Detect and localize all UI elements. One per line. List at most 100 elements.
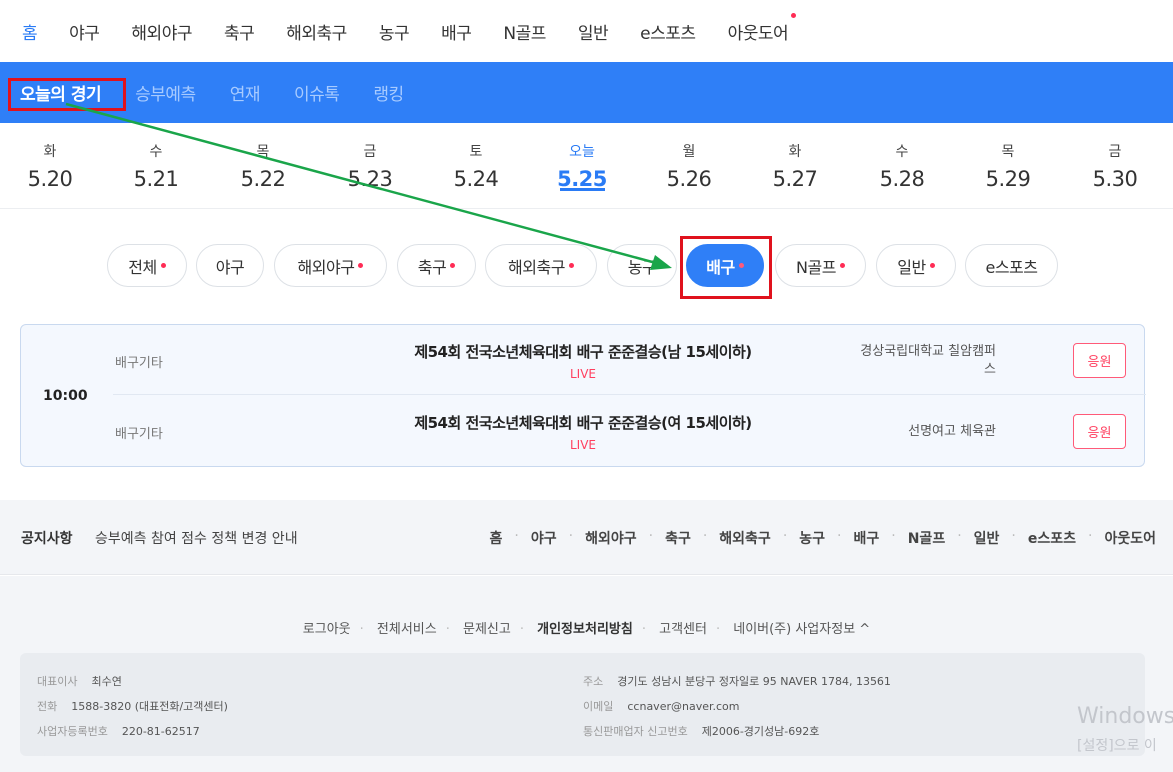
date-item[interactable]: 수 5.28 — [857, 123, 947, 191]
info-value: 220-81-62517 — [121, 725, 200, 738]
info-key: 통신판매업자 신고번호 — [583, 725, 688, 738]
topnav-esports[interactable]: e스포츠 — [640, 23, 696, 44]
footer-nav-link[interactable]: 배구 — [853, 531, 880, 547]
topnav-volleyball[interactable]: 배구 — [441, 23, 472, 44]
date-dow: 월 — [682, 144, 696, 160]
date-item[interactable]: 월 5.26 — [644, 123, 734, 191]
date-num: 5.30 — [1092, 167, 1138, 191]
chip-label: N골프 — [796, 257, 836, 277]
notice-text[interactable]: 승부예측 참여 점수 정책 변경 안내 — [95, 531, 298, 547]
chip-baseball[interactable]: 야구 — [196, 244, 264, 287]
annotation-box-today — [8, 78, 126, 111]
game-time: 10:00 — [43, 388, 88, 404]
topnav-outdoor[interactable]: 아웃도어 — [728, 12, 797, 44]
chip-soccer[interactable]: 축구 — [397, 244, 476, 287]
info-value: 최수연 — [91, 675, 122, 688]
topnav-world-baseball[interactable]: 해외야구 — [131, 23, 192, 44]
topnav-soccer[interactable]: 축구 — [223, 23, 255, 44]
game-category: 배구기타 — [115, 427, 163, 442]
separator-dot: · — [641, 622, 646, 637]
date-dow: 토 — [469, 144, 483, 160]
date-item-today[interactable]: 오늘 5.25 — [537, 123, 627, 191]
new-dot-icon — [358, 263, 364, 268]
chip-world-soccer[interactable]: 해외축구 — [485, 244, 597, 287]
chip-esports[interactable]: e스포츠 — [965, 244, 1058, 287]
chip-volleyball[interactable]: 배구 — [686, 244, 764, 287]
subnav-today-games[interactable]: 오늘의 경기 — [20, 85, 102, 105]
info-key: 전화 — [37, 700, 58, 713]
live-badge: LIVE — [569, 438, 596, 452]
date-num: 5.29 — [985, 167, 1031, 191]
subnav-ranking[interactable]: 랭킹 — [373, 85, 404, 105]
footer-nav-link[interactable]: N골프 — [907, 531, 946, 547]
info-biz-number: 사업자등록번호 220-81-62517 — [37, 723, 200, 739]
separator-dot: · — [519, 622, 524, 637]
topnav-general[interactable]: 일반 — [577, 23, 609, 44]
footer-nav-link[interactable]: e스포츠 — [1027, 531, 1077, 547]
date-item[interactable]: 목 5.22 — [218, 123, 308, 191]
date-item[interactable]: 화 5.20 — [5, 123, 95, 191]
game-category: 배구기타 — [115, 356, 163, 371]
new-dot-icon — [450, 263, 456, 268]
business-info-link[interactable]: 네이버(주) 사업자정보 ^ — [733, 622, 871, 637]
footer-nav-link[interactable]: 해외축구 — [719, 531, 771, 547]
chip-label: 야구 — [215, 257, 245, 277]
game-row[interactable]: 배구기타 제54회 전국소년체육대회 배구 준준결승(여 15세이하) LIVE… — [113, 396, 1146, 466]
date-dow: 수 — [149, 144, 163, 160]
separator-dot: · — [568, 528, 574, 544]
all-services-link[interactable]: 전체서비스 — [376, 622, 437, 637]
date-item[interactable]: 목 5.29 — [963, 123, 1053, 191]
date-item[interactable]: 수 5.21 — [111, 123, 201, 191]
date-item[interactable]: 금 5.30 — [1070, 123, 1160, 191]
report-link[interactable]: 문제신고 — [463, 622, 511, 637]
chip-world-baseball[interactable]: 해외야구 — [274, 244, 387, 287]
info-ceo: 대표이사 최수연 — [37, 673, 122, 689]
chip-basketball[interactable]: 농구 — [607, 244, 677, 287]
topnav-golf[interactable]: N골프 — [503, 23, 546, 44]
chip-general[interactable]: 일반 — [876, 244, 956, 287]
date-item[interactable]: 금 5.23 — [325, 123, 415, 191]
subnav-series[interactable]: 연재 — [229, 85, 261, 105]
footer: 로그아웃 · 전체서비스 · 문제신고 · 개인정보처리방침 · 고객센터 · 네이버(주… — [0, 576, 1173, 772]
info-key: 이메일 — [583, 700, 614, 713]
subnav-predictions[interactable]: 승부예측 — [135, 85, 196, 105]
game-row[interactable]: 배구기타 제54회 전국소년체육대회 배구 준준결승(남 15세이하) LIVE… — [113, 325, 1146, 395]
date-dow: 목 — [1001, 144, 1015, 160]
chip-label: 해외야구 — [297, 257, 355, 277]
date-dow: 수 — [895, 144, 909, 160]
date-strip: 화 5.20 수 5.21 목 5.22 금 5.23 토 5.24 오늘 5.25 월 5.… — [0, 123, 1173, 209]
topnav-home[interactable]: 홈 — [22, 23, 38, 44]
separator-dot: · — [1011, 528, 1016, 544]
date-item[interactable]: 화 5.27 — [750, 123, 840, 191]
separator-dot: · — [648, 528, 654, 544]
footer-nav-link[interactable]: 해외야구 — [585, 531, 637, 547]
logout-link[interactable]: 로그아웃 — [302, 622, 351, 637]
topnav-baseball[interactable]: 야구 — [69, 23, 100, 44]
privacy-link[interactable]: 개인정보처리방침 — [537, 622, 633, 637]
topnav-world-soccer[interactable]: 해외축구 — [286, 23, 347, 44]
topnav-basketball[interactable]: 농구 — [378, 23, 410, 44]
chip-golf[interactable]: N골프 — [775, 244, 866, 287]
new-dot-icon — [568, 263, 574, 268]
subnav-issue-talk[interactable]: 이슈톡 — [293, 85, 340, 105]
game-title[interactable]: 제54회 전국소년체육대회 배구 준준결승(여 15세이하) — [414, 414, 752, 432]
footer-nav-link[interactable]: 농구 — [799, 531, 826, 547]
date-item[interactable]: 토 5.24 — [431, 123, 521, 191]
footer-nav-link[interactable]: 축구 — [665, 531, 691, 547]
separator-dot: · — [445, 622, 450, 637]
footer-nav-link[interactable]: 일반 — [973, 531, 1000, 547]
footer-nav-link[interactable]: 아웃도어 — [1104, 531, 1156, 547]
chip-all[interactable]: 전체 — [107, 244, 187, 287]
sub-nav: 오늘의 경기 승부예측 연재 이슈톡 랭킹 — [0, 62, 1173, 123]
chip-label: 일반 — [897, 257, 926, 277]
help-center-link[interactable]: 고객센터 — [659, 622, 707, 637]
footer-links: 로그아웃 · 전체서비스 · 문제신고 · 개인정보처리방침 · 고객센터 · 네이버(주… — [0, 618, 1173, 637]
cheer-button[interactable]: 응원 — [1073, 414, 1126, 449]
game-title[interactable]: 제54회 전국소년체육대회 배구 준준결승(남 15세이하) — [414, 343, 752, 361]
game-venue: 경상국립대학교 칠암캠퍼스 — [860, 344, 996, 377]
footer-nav-link[interactable]: 야구 — [530, 531, 557, 547]
footer-nav-link[interactable]: 홈 — [489, 531, 503, 547]
cheer-button[interactable]: 응원 — [1073, 343, 1126, 378]
company-info: 대표이사 최수연 전화 1588-3820 (대표전화/고객센터) 사업자등록번호 2… — [20, 653, 1145, 756]
